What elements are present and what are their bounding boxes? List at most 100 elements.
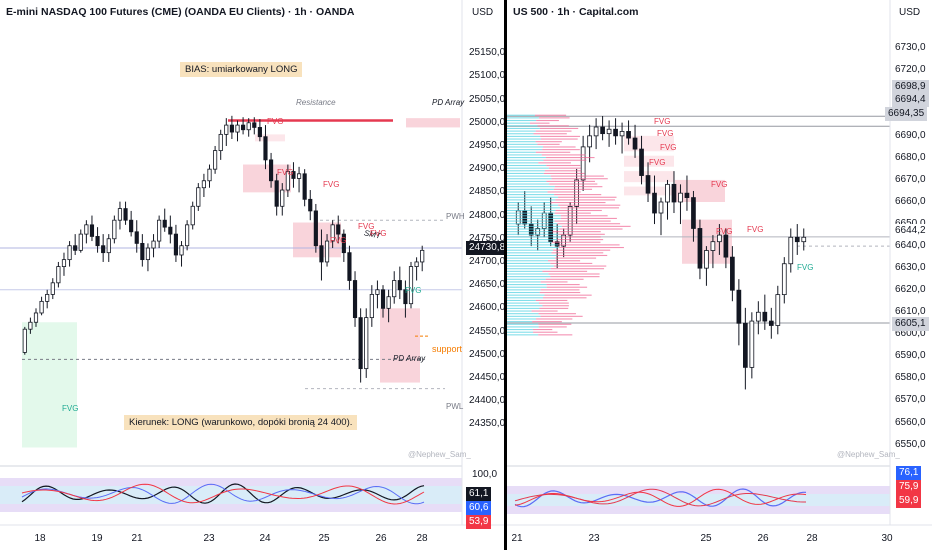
volume-profile-bar <box>558 233 605 235</box>
volume-profile-bar <box>507 175 551 177</box>
osc-line <box>21 483 425 505</box>
volume-profile-bar <box>507 329 533 331</box>
left-osc-badge-blue: 60,6 <box>466 501 492 515</box>
right-fvg-label-7: FVG <box>747 225 764 234</box>
fvg-label-1: FVG <box>267 117 284 126</box>
volume-profile-bar <box>507 270 543 272</box>
volume-profile-bar <box>546 164 581 167</box>
candle-body <box>358 317 363 370</box>
candle-body <box>78 233 83 251</box>
candle-body <box>140 242 145 261</box>
left-last-price-badge: 24730,8 <box>466 241 504 255</box>
candle-body <box>619 131 625 137</box>
volume-profile-bar <box>538 323 572 325</box>
candle-body <box>613 128 618 137</box>
candle-body <box>291 171 296 179</box>
volume-profile-bar <box>507 321 533 323</box>
candle-body <box>224 124 229 135</box>
right-osc-badge-red: 75,9 <box>896 480 922 494</box>
right-currency-label: USD <box>899 7 921 18</box>
candle-body <box>274 180 279 207</box>
candle-body <box>330 224 335 242</box>
price-tick-label: 24350,0 <box>469 418 504 430</box>
volume-profile-bar <box>558 204 621 206</box>
fvg-label-6: FVG <box>370 229 387 238</box>
left-chart-pane[interactable]: E-mini NASDAQ 100 Futures (CME) (OANDA E… <box>0 0 504 550</box>
volume-profile-bar <box>545 278 584 280</box>
volume-profile-bar <box>507 289 541 291</box>
right-price-chart[interactable] <box>507 0 932 550</box>
candle-body <box>33 312 39 323</box>
volume-profile-bar <box>507 318 537 320</box>
price-tick-label: 6550,0 <box>895 438 926 450</box>
candle-body <box>67 245 72 261</box>
candle-body <box>285 171 290 191</box>
volume-profile-bar <box>507 254 557 257</box>
candle-body <box>691 197 696 229</box>
pane-divider[interactable] <box>504 0 507 550</box>
volume-profile-bar <box>543 297 587 299</box>
candle-body <box>684 192 690 198</box>
candle-body <box>788 236 794 265</box>
price-tick-label: 6660,0 <box>895 196 926 207</box>
left-currency-label: USD <box>472 7 494 18</box>
left-osc-badge-black: 61,1 <box>466 487 492 501</box>
price-tick-label: 6720,0 <box>895 63 926 75</box>
volume-profile-bar <box>507 315 541 317</box>
osc-line <box>21 483 425 505</box>
candle-body <box>28 321 33 330</box>
volume-profile-bar <box>507 130 536 132</box>
volume-profile-bar <box>507 313 539 315</box>
volume-profile-bar <box>507 172 544 174</box>
volume-profile-bar <box>558 196 617 198</box>
volume-profile-bar <box>531 310 558 312</box>
candle-body <box>639 148 644 176</box>
volume-profile-bar <box>507 233 559 235</box>
osc-inner-band <box>0 486 462 504</box>
price-tick-label: 6590,0 <box>895 350 926 362</box>
right-chart-pane[interactable]: US 500 · 1h · Capital.com USD 6730,0 6720… <box>507 0 932 550</box>
volume-profile-bar <box>535 299 568 302</box>
volume-profile-bar <box>507 334 539 336</box>
price-tick-label: 25150,0 <box>469 47 504 59</box>
candle-body <box>179 245 184 256</box>
volume-profile-bar <box>550 262 593 264</box>
volume-profile-bar <box>507 257 556 259</box>
left-price-chart[interactable] <box>0 0 504 550</box>
bias-note: BIAS: umiarkowany LONG <box>180 62 303 77</box>
candle-body <box>39 300 44 314</box>
volume-profile-bar <box>561 236 601 238</box>
candle-body <box>736 289 742 324</box>
volume-profile-bar <box>507 244 559 246</box>
price-tick-label: 24650,0 <box>469 279 504 291</box>
volume-profile-bar <box>507 167 549 169</box>
candle-body <box>775 294 781 326</box>
price-tick-label: 24450,0 <box>469 371 504 383</box>
volume-profile-bar <box>553 188 593 190</box>
left-chart-title: E-mini NASDAQ 100 Futures (CME) (OANDA E… <box>6 6 355 18</box>
fvg-label-4: FVG <box>358 222 375 231</box>
candle-body <box>190 205 195 226</box>
candle-body <box>196 187 201 207</box>
volume-profile-bar <box>536 318 573 320</box>
volume-profile-bar <box>507 125 538 127</box>
volume-profile-bar <box>540 289 580 291</box>
volume-profile-bar <box>507 217 561 219</box>
pd-array-zone <box>380 308 420 383</box>
volume-profile-bar <box>507 291 540 294</box>
volume-profile-bar <box>507 302 539 304</box>
kierunek-note: Kierunek: LONG (warunkowo, dopóki bronią… <box>124 415 358 430</box>
candle-body <box>151 240 156 249</box>
candle-body <box>308 198 313 212</box>
volume-profile-bar <box>507 122 530 124</box>
right-badge-6694-4: 6694,4 <box>892 93 929 107</box>
volume-profile-bar <box>554 212 591 214</box>
time-tick-label: 28 <box>416 533 428 544</box>
volume-profile-bar <box>541 154 586 156</box>
candle-body <box>123 208 128 221</box>
volume-profile-bar <box>507 178 552 180</box>
volume-profile-bar <box>507 305 543 307</box>
pd-array-top-label: PD Array <box>432 98 465 107</box>
volume-profile-bar <box>545 157 595 159</box>
volume-profile-bar <box>550 175 604 177</box>
